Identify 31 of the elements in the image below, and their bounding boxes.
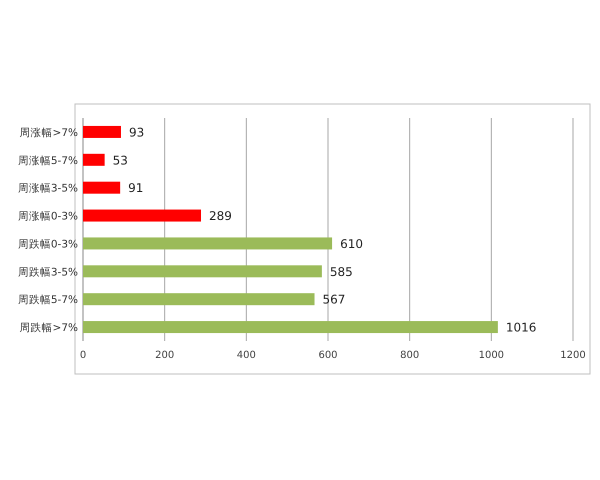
y-tick-label: 周涨幅>7% bbox=[20, 126, 78, 139]
y-tick-label: 周跌幅5-7% bbox=[18, 294, 78, 306]
x-tick-label: 600 bbox=[318, 350, 338, 361]
data-label: 567 bbox=[322, 292, 346, 307]
y-tick-label: 周涨幅0-3% bbox=[18, 210, 78, 223]
bar bbox=[83, 265, 322, 278]
bar bbox=[83, 237, 332, 250]
x-tick-label: 400 bbox=[236, 350, 256, 361]
data-label: 1016 bbox=[506, 320, 536, 335]
x-tick-label: 0 bbox=[80, 350, 86, 361]
data-label: 53 bbox=[112, 153, 128, 168]
data-label: 91 bbox=[128, 181, 144, 196]
y-tick-label: 周涨幅5-7% bbox=[18, 154, 78, 167]
data-label: 289 bbox=[209, 209, 232, 224]
y-tick-label: 周跌幅>7% bbox=[20, 322, 78, 334]
x-tick-label: 1200 bbox=[560, 350, 586, 361]
data-label: 93 bbox=[128, 125, 144, 140]
x-tick-label: 200 bbox=[155, 350, 174, 361]
y-tick-label: 周跌幅3-5% bbox=[18, 266, 78, 278]
bar bbox=[83, 126, 121, 138]
bar bbox=[83, 293, 315, 306]
data-label: 585 bbox=[330, 264, 353, 279]
y-tick-label: 周跌幅0-3% bbox=[18, 238, 78, 250]
bar bbox=[83, 321, 498, 334]
y-tick-label: 周涨幅3-5% bbox=[18, 182, 78, 195]
bar bbox=[83, 210, 202, 222]
data-label: 610 bbox=[340, 236, 363, 251]
x-tick-label: 800 bbox=[400, 350, 420, 361]
bar bbox=[83, 154, 105, 166]
bar bbox=[83, 182, 120, 194]
x-tick-label: 1000 bbox=[478, 350, 504, 361]
